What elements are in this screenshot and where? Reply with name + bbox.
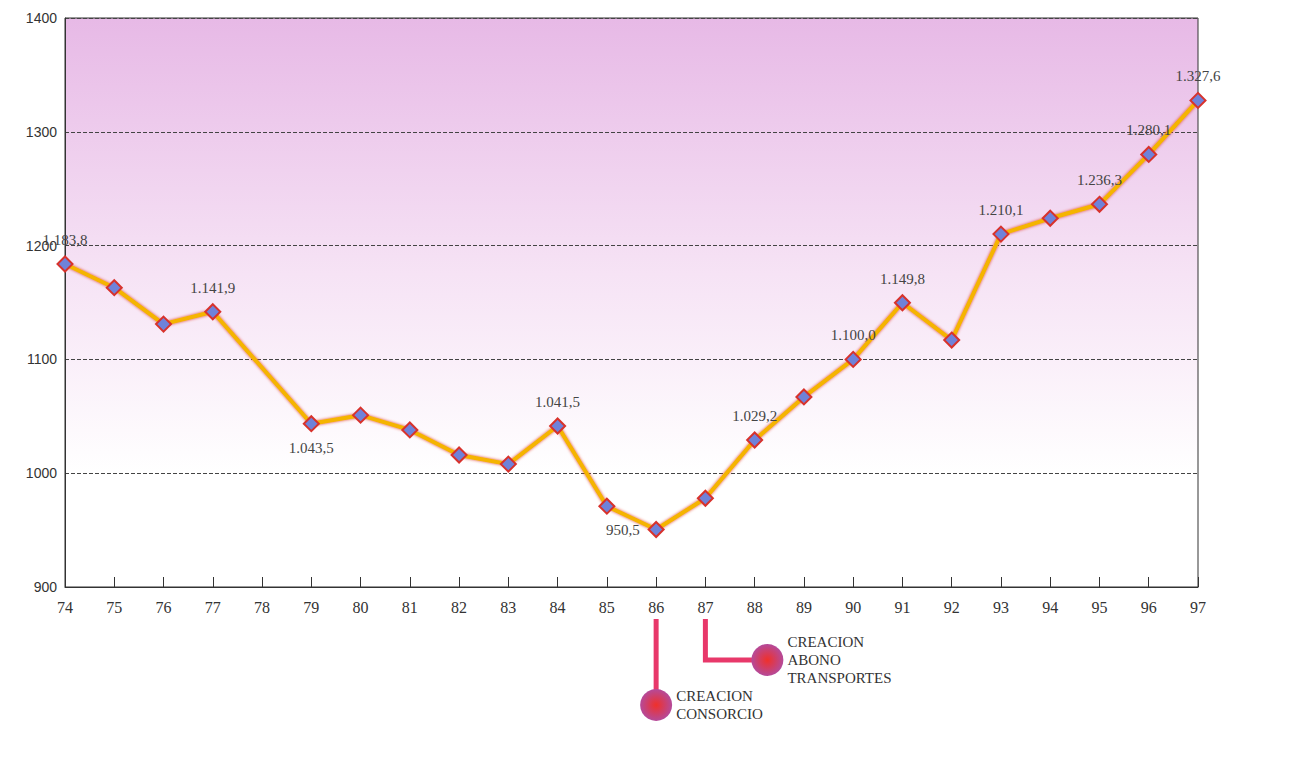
svg-text:1.141,9: 1.141,9 <box>190 280 235 296</box>
svg-text:96: 96 <box>1141 599 1157 616</box>
svg-text:97: 97 <box>1190 599 1206 616</box>
svg-text:88: 88 <box>747 599 763 616</box>
svg-text:86: 86 <box>648 599 664 616</box>
svg-text:1000: 1000 <box>26 465 57 481</box>
svg-text:76: 76 <box>156 599 172 616</box>
svg-text:92: 92 <box>944 599 960 616</box>
svg-text:1.043,5: 1.043,5 <box>289 440 334 456</box>
svg-text:1.149,8: 1.149,8 <box>880 271 925 287</box>
svg-text:87: 87 <box>697 599 713 616</box>
svg-text:94: 94 <box>1042 599 1058 616</box>
svg-text:85: 85 <box>599 599 615 616</box>
svg-text:1300: 1300 <box>26 124 57 140</box>
svg-text:1.327,6: 1.327,6 <box>1176 68 1222 84</box>
svg-text:900: 900 <box>34 579 58 595</box>
svg-text:CONSORCIO: CONSORCIO <box>676 706 763 722</box>
svg-text:CREACION: CREACION <box>676 688 753 704</box>
svg-text:95: 95 <box>1091 599 1107 616</box>
svg-text:82: 82 <box>451 599 467 616</box>
svg-text:1400: 1400 <box>26 10 57 26</box>
svg-text:90: 90 <box>845 599 861 616</box>
svg-text:84: 84 <box>550 599 566 616</box>
svg-text:950,5: 950,5 <box>606 522 640 538</box>
svg-text:1.236,3: 1.236,3 <box>1077 172 1122 188</box>
svg-text:1.210,1: 1.210,1 <box>978 202 1023 218</box>
svg-text:83: 83 <box>500 599 516 616</box>
svg-text:1.183,8: 1.183,8 <box>43 232 88 248</box>
svg-text:1100: 1100 <box>27 351 57 367</box>
svg-text:77: 77 <box>205 599 221 616</box>
svg-text:74: 74 <box>57 599 73 616</box>
svg-text:TRANSPORTES: TRANSPORTES <box>787 670 891 686</box>
svg-text:89: 89 <box>796 599 812 616</box>
svg-text:91: 91 <box>894 599 910 616</box>
svg-text:ABONO: ABONO <box>787 652 841 668</box>
svg-text:80: 80 <box>353 599 369 616</box>
svg-text:1.029,2: 1.029,2 <box>732 408 777 424</box>
svg-text:79: 79 <box>303 599 319 616</box>
svg-text:1.041,5: 1.041,5 <box>535 394 580 410</box>
svg-text:78: 78 <box>254 599 270 616</box>
svg-text:93: 93 <box>993 599 1009 616</box>
svg-text:1.100,0: 1.100,0 <box>831 327 876 343</box>
svg-text:75: 75 <box>106 599 122 616</box>
svg-text:CREACION: CREACION <box>787 634 864 650</box>
svg-text:81: 81 <box>402 599 418 616</box>
svg-text:1.280,1: 1.280,1 <box>1126 122 1171 138</box>
